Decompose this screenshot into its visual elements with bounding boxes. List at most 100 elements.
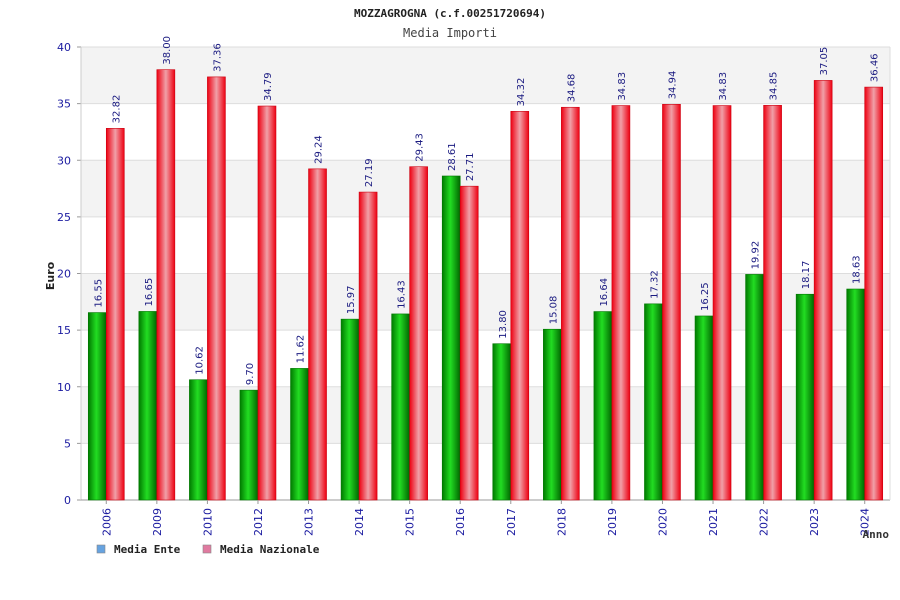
bar-media-nazionale (308, 168, 327, 501)
value-label: 36.46 (870, 53, 881, 82)
legend-swatch-media-nazionale (202, 544, 212, 554)
x-tick-label: 2019 (606, 508, 619, 536)
x-tick-label: 2018 (555, 508, 568, 536)
x-tick-label: 2020 (656, 508, 669, 536)
x-tick-label: 2010 (201, 508, 214, 536)
bar-media-ente (543, 328, 562, 501)
y-tick-label: 15 (57, 324, 71, 337)
chart-subtitle: Media Importi (403, 26, 497, 40)
chart-title: MOZZAGROGNA (c.f.00251720694) (354, 7, 546, 20)
bar-media-ente (795, 293, 815, 501)
bar-media-ente (492, 343, 512, 501)
value-label: 16.43 (397, 280, 408, 309)
x-tick-label: 2017 (505, 508, 518, 536)
x-tick-label: 2014 (353, 508, 366, 536)
value-label: 34.32 (516, 78, 527, 107)
legend: Media Ente Media Nazionale (96, 543, 320, 556)
x-tick-label: 2013 (303, 508, 316, 536)
x-tick-label: 2012 (252, 508, 265, 536)
bar-media-ente (441, 175, 461, 501)
value-label: 18.63 (852, 255, 863, 284)
value-label: 32.82 (111, 95, 122, 124)
legend-swatch-media-ente (96, 544, 106, 554)
value-label: 9.70 (245, 363, 256, 385)
bar-media-nazionale (561, 106, 580, 501)
value-label: 34.83 (718, 72, 729, 101)
bar-media-ente (239, 389, 259, 501)
bar-media-ente (189, 379, 208, 501)
bar-media-nazionale (105, 128, 125, 501)
value-label: 16.64 (599, 278, 610, 307)
value-label: 16.65 (144, 278, 155, 307)
value-label: 34.94 (667, 71, 678, 100)
value-label: 11.62 (296, 335, 307, 364)
bar-media-ente (391, 313, 410, 501)
bar-media-nazionale (156, 69, 176, 501)
y-tick-label: 25 (57, 211, 71, 224)
value-label: 34.83 (617, 72, 628, 101)
x-tick-label: 2022 (758, 508, 771, 536)
bar-media-nazionale (712, 105, 732, 501)
x-tick-label: 2016 (454, 508, 467, 536)
y-tick-label: 40 (57, 41, 71, 54)
bar-media-nazionale (763, 105, 782, 501)
bars (87, 69, 884, 501)
y-tick-label: 35 (57, 98, 71, 111)
x-tick-label: 2021 (707, 508, 720, 536)
bar-media-ente (694, 315, 714, 501)
value-label: 28.61 (447, 142, 458, 171)
bar-media-ente (745, 274, 764, 501)
value-label: 16.55 (93, 279, 104, 308)
bar-media-nazionale (409, 166, 428, 501)
x-tick-label: 2006 (100, 508, 113, 536)
value-label: 34.68 (566, 74, 577, 103)
y-tick-label: 0 (64, 494, 71, 507)
bar-media-nazionale (813, 80, 833, 501)
y-tick-label: 10 (57, 381, 71, 394)
value-label: 29.43 (415, 133, 426, 162)
value-label: 27.19 (364, 158, 375, 187)
x-axis-label: Anno (863, 528, 890, 541)
value-label: 27.71 (465, 153, 476, 182)
y-axis-ticks: 0 5 10 15 20 25 30 35 40 (57, 41, 71, 507)
bar-media-ente (593, 311, 613, 501)
legend-label-media-nazionale: Media Nazionale (220, 543, 320, 556)
value-label: 18.17 (801, 261, 812, 290)
y-tick-label: 20 (57, 268, 71, 281)
bar-media-nazionale (207, 76, 226, 501)
bar-media-ente (138, 311, 158, 501)
bar-media-nazionale (459, 185, 479, 501)
bar-media-ente (644, 303, 663, 501)
y-tick-label: 30 (57, 154, 71, 167)
bar-media-ente (340, 318, 360, 501)
bar-media-ente (87, 312, 107, 501)
legend-label-media-ente: Media Ente (114, 543, 181, 556)
value-label: 15.08 (548, 296, 559, 325)
value-label: 10.62 (194, 346, 205, 375)
value-label: 34.85 (769, 72, 780, 101)
x-tick-label: 2009 (151, 508, 164, 536)
value-label: 38.00 (162, 36, 173, 65)
x-axis-ticks: 2006 2009 2010 2012 2013 2014 2015 2016 2017 2018… (100, 500, 872, 536)
bar-media-nazionale (358, 191, 378, 501)
value-label: 37.05 (819, 47, 830, 76)
bar-media-nazionale (510, 111, 530, 501)
value-label: 19.92 (751, 241, 762, 270)
value-labels: 16.55 32.82 16.65 38.00 10.62 37.36 9.70 34.79 1… (93, 36, 880, 385)
value-label: 15.97 (346, 285, 357, 314)
value-label: 37.36 (212, 43, 223, 72)
y-axis-label: Euro (44, 261, 57, 290)
bar-media-nazionale (662, 104, 681, 501)
value-label: 13.80 (498, 310, 509, 339)
bar-media-nazionale (611, 105, 631, 501)
value-label: 34.79 (263, 72, 274, 101)
bar-media-nazionale (864, 86, 884, 501)
value-label: 29.24 (314, 135, 325, 164)
x-tick-label: 2024 (859, 508, 872, 536)
bar-media-ente (290, 368, 309, 501)
bar-media-ente (846, 288, 866, 501)
value-label: 16.25 (700, 282, 711, 311)
value-label: 17.32 (649, 270, 660, 299)
x-tick-label: 2023 (808, 508, 821, 536)
